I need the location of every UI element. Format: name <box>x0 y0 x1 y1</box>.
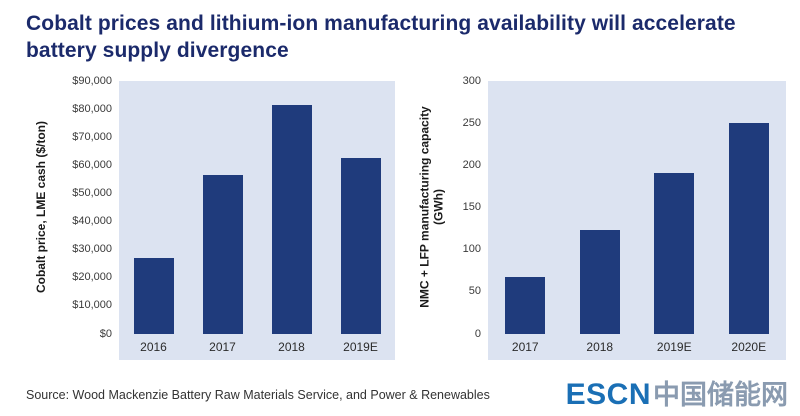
y-tick-label: $90,000 <box>72 74 112 87</box>
bar-slot <box>712 81 787 334</box>
bar-slot <box>257 81 326 334</box>
escn-logo-text: ESCN <box>565 378 651 411</box>
x-tick-label: 2019E <box>656 339 692 354</box>
y-tick-label: $0 <box>99 327 112 340</box>
manufacturing-capacity-x-axis: 2017 2018 2019E 2020E <box>488 334 786 360</box>
y-tick-label: 200 <box>462 158 481 171</box>
manufacturing-capacity-axis-label: NMC + LFP manufacturing capacity (GWh) <box>417 106 446 308</box>
bar-2016 <box>133 257 174 334</box>
bar-2017 <box>202 174 243 334</box>
y-axis-title-column: Cobalt price, LME cash ($/ton) <box>26 81 56 334</box>
y-tick-label: $40,000 <box>72 215 112 228</box>
bar-2020E <box>728 122 769 334</box>
y-tick-label: $50,000 <box>72 187 112 200</box>
manufacturing-capacity-plot-area: 2017 2018 2019E 2020E <box>488 80 786 360</box>
bar-2019E <box>340 157 381 334</box>
cobalt-price-x-axis: 2016 2017 2018 2019E <box>119 334 395 360</box>
x-tick-label: 2019E <box>343 339 378 354</box>
bar-2019E <box>654 173 695 334</box>
y-tick-label: $70,000 <box>72 130 112 143</box>
source-text: Source: Wood Mackenzie Battery Raw Mater… <box>26 388 490 402</box>
y-tick-label: $20,000 <box>72 271 112 284</box>
x-tick-label: 2017 <box>209 339 236 354</box>
cobalt-price-y-axis: $0 $10,000 $20,000 $30,000 $40,000 $50,000 $60… <box>56 75 112 340</box>
y-tick-label: 300 <box>462 74 481 87</box>
y-tick-label: 250 <box>462 116 481 129</box>
bar-slot <box>119 81 188 334</box>
bar-2017 <box>505 277 546 334</box>
cobalt-price-bars-area <box>119 81 395 334</box>
y-tick-label: $80,000 <box>72 102 112 115</box>
escn-logo: ESCN中国储能网 <box>566 380 788 410</box>
bar-2018 <box>579 229 620 334</box>
x-tick-label: 2020E <box>731 339 767 354</box>
bar-slot <box>326 81 395 334</box>
escn-logo-chinese-text: 中国储能网 <box>653 380 788 410</box>
charts-row: Cobalt price, LME cash ($/ton) $0 $10,000… <box>26 75 786 360</box>
cobalt-price-bars <box>119 81 395 334</box>
footer: Source: Wood Mackenzie Battery Raw Mater… <box>26 380 788 410</box>
y-tick-label: $60,000 <box>72 158 112 171</box>
y-tick-label: 150 <box>462 201 481 214</box>
bar-slot <box>563 81 638 334</box>
page-title: Cobalt prices and lithium-ion manufactur… <box>26 12 736 63</box>
manufacturing-capacity-chart: NMC + LFP manufacturing capacity (GWh) 0… <box>417 75 786 360</box>
manufacturing-capacity-bars-area <box>488 81 786 334</box>
y-tick-label: $30,000 <box>72 243 112 256</box>
x-tick-label: 2018 <box>586 339 614 354</box>
bar-2018 <box>271 104 312 334</box>
x-tick-label: 2017 <box>511 339 539 354</box>
cobalt-price-plot-area: 2016 2017 2018 2019E <box>119 80 395 360</box>
bar-slot <box>637 81 712 334</box>
y-tick-label: 0 <box>474 327 481 340</box>
manufacturing-capacity-bars <box>488 81 786 334</box>
bar-slot <box>188 81 257 334</box>
manufacturing-capacity-y-axis: 0 50 100 150 200 250 300 <box>447 75 481 340</box>
x-tick-label: 2016 <box>140 339 167 354</box>
cobalt-price-chart: Cobalt price, LME cash ($/ton) $0 $10,000… <box>26 75 395 360</box>
y-axis-title-column: NMC + LFP manufacturing capacity (GWh) <box>417 81 447 334</box>
bar-slot <box>488 81 563 334</box>
x-tick-label: 2018 <box>278 339 305 354</box>
y-tick-label: 50 <box>468 285 481 298</box>
y-tick-label: 100 <box>462 243 481 256</box>
cobalt-price-axis-label: Cobalt price, LME cash ($/ton) <box>33 121 48 294</box>
y-tick-label: $10,000 <box>72 299 112 312</box>
